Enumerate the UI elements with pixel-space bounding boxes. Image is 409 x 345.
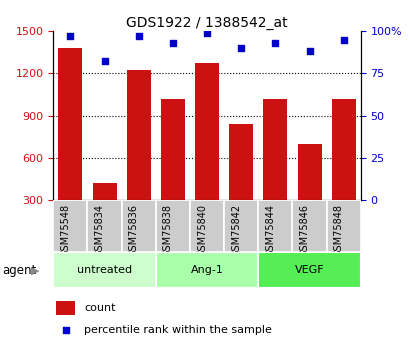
Bar (326, 200, 360, 252)
Bar (56, 301, 74, 315)
Point (169, 40, 176, 46)
Text: GSM75836: GSM75836 (128, 204, 138, 257)
Bar (224, 200, 258, 252)
Text: GSM75842: GSM75842 (231, 204, 240, 257)
Point (62, 328, 69, 333)
Text: GSM75848: GSM75848 (333, 204, 343, 257)
Bar (155, 252, 258, 288)
Text: untreated: untreated (77, 265, 132, 275)
Text: GSM75846: GSM75846 (299, 204, 309, 257)
Text: GSM75838: GSM75838 (162, 204, 173, 257)
Point (272, 40, 278, 46)
Point (67, 33, 74, 39)
Bar (53, 252, 155, 288)
Text: GSM75844: GSM75844 (265, 204, 275, 257)
Title: GDS1922 / 1388542_at: GDS1922 / 1388542_at (126, 16, 287, 30)
Text: ▶: ▶ (31, 266, 39, 276)
Point (237, 45, 244, 51)
Bar (292, 200, 326, 252)
Bar (121, 200, 155, 252)
Text: VEGF: VEGF (294, 265, 324, 275)
Text: percentile rank within the sample: percentile rank within the sample (84, 325, 271, 335)
Text: agent: agent (2, 264, 36, 277)
Bar (258, 252, 360, 288)
Bar (229, 124, 253, 200)
Bar (92, 183, 116, 200)
Bar (258, 200, 292, 252)
Text: GSM75834: GSM75834 (94, 204, 104, 257)
Text: GSM75840: GSM75840 (197, 204, 207, 257)
Point (135, 33, 142, 39)
Bar (58, 48, 82, 200)
Point (339, 37, 346, 42)
Bar (297, 144, 321, 200)
Bar (195, 63, 218, 200)
Point (306, 49, 312, 54)
Text: GSM75548: GSM75548 (60, 204, 70, 257)
Text: Ang-1: Ang-1 (190, 265, 223, 275)
Bar (331, 99, 355, 200)
Bar (160, 99, 184, 200)
Bar (155, 200, 189, 252)
Bar (189, 200, 224, 252)
Point (203, 30, 210, 36)
Point (101, 59, 108, 64)
Bar (87, 200, 121, 252)
Bar (53, 200, 87, 252)
Bar (126, 70, 150, 200)
Text: count: count (84, 303, 115, 313)
Bar (263, 99, 287, 200)
